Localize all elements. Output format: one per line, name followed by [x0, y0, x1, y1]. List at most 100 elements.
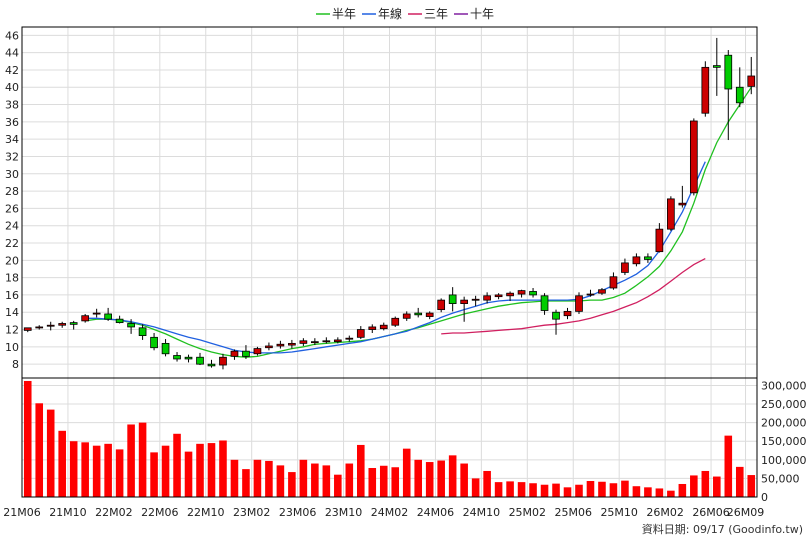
candle-down [448, 294, 457, 304]
volume-bar [667, 490, 675, 497]
volume-bar [299, 459, 308, 497]
volume-bar [724, 435, 733, 497]
candle-up [379, 324, 388, 330]
volume-bar [356, 444, 365, 497]
candle-down [207, 363, 216, 367]
candle-up [678, 202, 687, 206]
candle-up [598, 289, 606, 294]
candle-up [621, 262, 629, 273]
volume-bar [575, 484, 583, 497]
candle-up [311, 341, 319, 344]
price-tick-label: 30 [5, 168, 19, 181]
ma-line-三年 [441, 258, 706, 335]
volume-bar [92, 445, 101, 497]
volume-bar [402, 448, 411, 497]
volume-bar [506, 481, 514, 497]
candle-down [724, 54, 733, 90]
ma-line-半年 [85, 86, 752, 358]
candle-up [368, 326, 377, 330]
time-tick-label: 26M02 [646, 506, 684, 519]
candle-up [747, 75, 756, 87]
volume-bar [81, 442, 89, 497]
price-tick-label: 14 [5, 306, 19, 319]
candle-up [506, 292, 514, 297]
volume-bar [196, 443, 204, 497]
plot-border [21, 26, 758, 498]
volume-tick-label: 150,000 [761, 435, 807, 448]
price-tick-label: 18 [5, 272, 19, 285]
plot-frame [21, 26, 758, 498]
candle-up [655, 228, 664, 253]
candle-down [150, 336, 158, 349]
volume-bar [586, 481, 595, 497]
candle-up [437, 299, 446, 311]
candle-up [265, 345, 273, 349]
price-tick-label: 38 [5, 99, 19, 112]
volume-bar [437, 460, 445, 497]
price-tick-label: 24 [5, 220, 19, 233]
candle-up [333, 339, 342, 343]
time-tick-label: 22M06 [141, 506, 179, 519]
candle-up [230, 350, 239, 357]
candle-up [425, 312, 434, 317]
candle-up [81, 315, 90, 322]
volume-bar [150, 452, 158, 497]
volume-bar [483, 470, 491, 497]
price-tick-label: 28 [5, 185, 19, 198]
volume-bar [46, 409, 55, 497]
volume-bar [58, 430, 66, 497]
candle-up [253, 348, 262, 355]
volume-bar [460, 463, 468, 497]
candle-down [184, 356, 193, 360]
time-tick-label: 23M10 [325, 506, 363, 519]
volume-bar [471, 478, 480, 497]
volume-bar [379, 465, 388, 497]
candle-up [701, 66, 710, 114]
candle-up [46, 324, 55, 327]
axis-labels: 8 10 12 14 16 18 20 22 24 26 28 30 32 34 36 38 40 42 44 46 0… [3, 29, 806, 519]
price-tick-label: 10 [5, 341, 19, 354]
price-tick-label: 40 [5, 81, 19, 94]
candle-down [127, 323, 135, 328]
volume-bar [322, 465, 331, 497]
price-tick-label: 16 [5, 289, 19, 302]
price-tick-label: 32 [5, 150, 19, 163]
volume-bar [563, 487, 572, 497]
candle-down [115, 318, 124, 324]
volume-bar [230, 459, 239, 497]
time-tick-label: 23M02 [233, 506, 271, 519]
volume-bar [345, 463, 354, 497]
volume-bar [69, 441, 78, 497]
time-tick-label: 24M10 [463, 506, 501, 519]
volume-bar [253, 459, 262, 497]
candle-down [196, 356, 204, 365]
time-tick-label: 22M02 [95, 506, 133, 519]
volume-bar [23, 380, 32, 497]
candle-down [644, 256, 652, 260]
candle-up [632, 256, 641, 265]
volume-tick-label: 300,000 [761, 379, 807, 392]
price-tick-label: 12 [5, 324, 19, 337]
volume-bar [115, 449, 124, 497]
price-tick-label: 26 [5, 202, 19, 215]
volume-tick-label: 200,000 [761, 417, 807, 430]
volume-tick-label: 100,000 [761, 454, 807, 467]
volume-bar [609, 483, 618, 497]
candle-down [414, 312, 423, 316]
candle-down [242, 350, 250, 357]
candle-up [391, 317, 400, 326]
volume-bar [311, 463, 319, 497]
time-tick-label: 23M06 [279, 506, 317, 519]
legend-label-3: 三年 [424, 7, 448, 21]
volume-bar [288, 472, 296, 497]
candle-up [23, 327, 32, 331]
volume-bar [368, 467, 377, 497]
price-tick-label: 36 [5, 116, 19, 129]
volume-bar [632, 486, 641, 497]
price-tick-label: 34 [5, 133, 19, 146]
candle-up [609, 276, 618, 289]
candle-up [517, 290, 526, 295]
candle-down [161, 342, 170, 355]
candle-up [460, 299, 468, 304]
